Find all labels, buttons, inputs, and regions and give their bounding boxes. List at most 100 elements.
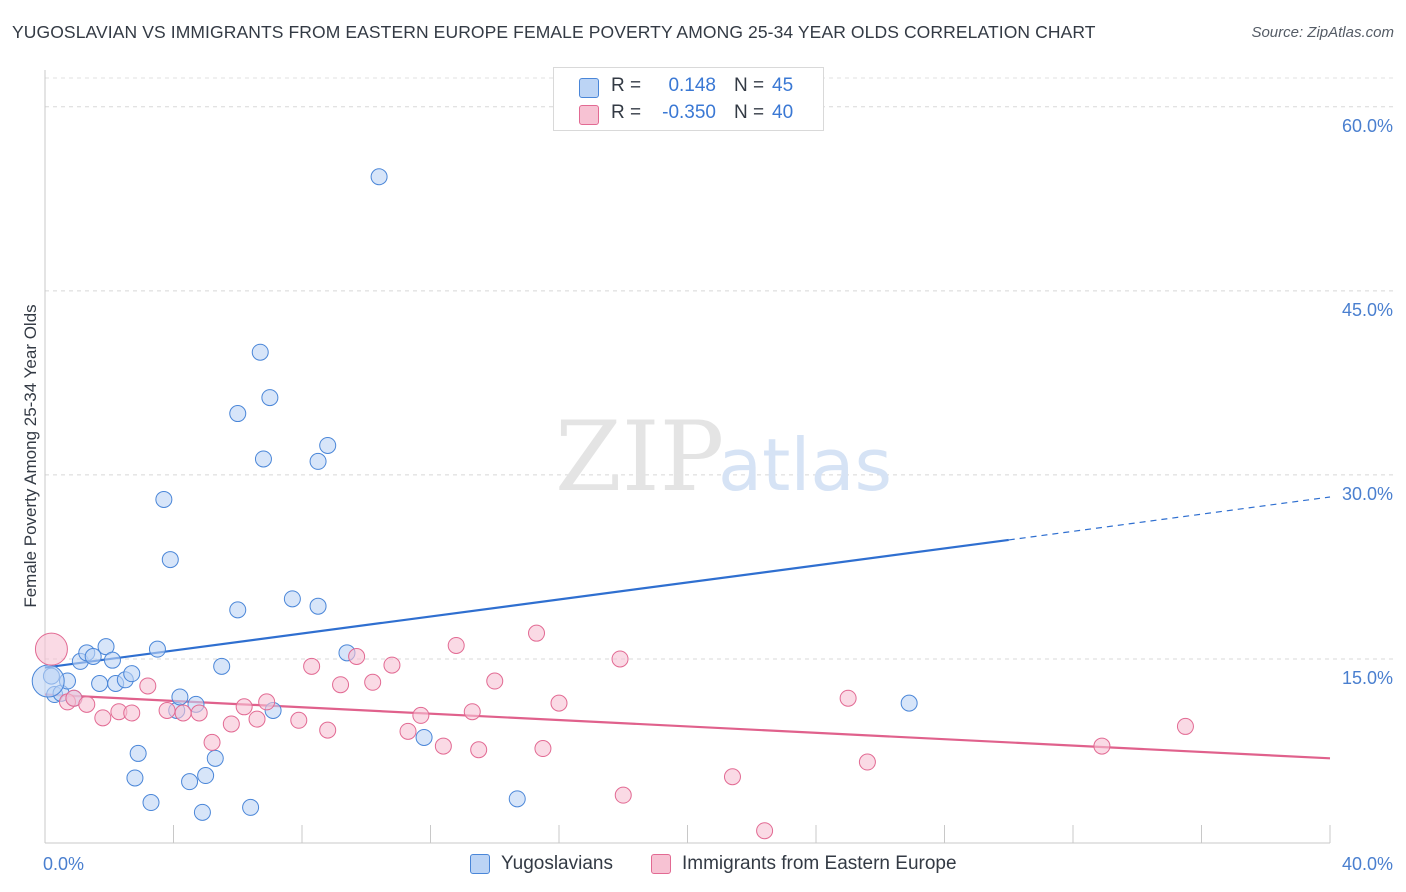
immigrant-point bbox=[78, 695, 96, 713]
immigrant-point bbox=[319, 721, 337, 739]
yugoslavian-point bbox=[370, 168, 388, 186]
yugoslavian-point bbox=[283, 590, 301, 608]
yugoslavian-point bbox=[206, 749, 224, 767]
immigrant-point bbox=[399, 722, 417, 740]
immigrant-point bbox=[222, 715, 240, 733]
immigrant-point bbox=[139, 677, 157, 695]
immigrant-point bbox=[1176, 717, 1194, 735]
legend-n-label: N = bbox=[734, 75, 765, 96]
immigrant-point bbox=[34, 632, 68, 666]
yugoslavian-point bbox=[229, 405, 247, 423]
yugoslavian-point bbox=[309, 452, 327, 470]
immigrant-point bbox=[534, 740, 552, 758]
immigrant-point bbox=[235, 698, 253, 716]
immigrant-point bbox=[174, 704, 192, 722]
immigrant-point bbox=[447, 636, 465, 654]
immigrant-point bbox=[723, 768, 741, 786]
immigrant-point bbox=[190, 704, 208, 722]
immigrant-point bbox=[756, 822, 774, 840]
immigrant-point bbox=[858, 753, 876, 771]
legend-r-label: R = bbox=[611, 75, 642, 96]
yugoslavian-point bbox=[900, 694, 918, 712]
yugoslavian-point bbox=[319, 436, 337, 454]
y-tick-label: 60.0% bbox=[1342, 116, 1393, 136]
yugoslavian-point bbox=[123, 665, 141, 683]
immigrant-point bbox=[348, 647, 366, 665]
y-tick-label: 30.0% bbox=[1342, 484, 1393, 504]
immigrant-point bbox=[486, 672, 504, 690]
yugoslavian-point bbox=[91, 674, 109, 692]
immigrant-point bbox=[470, 741, 488, 759]
immigrant-point bbox=[332, 676, 350, 694]
trendline-yugoslavians bbox=[44, 538, 1009, 669]
yugoslavian-point bbox=[181, 773, 199, 791]
immigrant-point bbox=[290, 711, 308, 729]
y-axis-label: Female Poverty Among 25-34 Year Olds bbox=[21, 304, 40, 607]
immigrant-point bbox=[123, 704, 141, 722]
yugoslavian-point bbox=[415, 728, 433, 746]
immigrant-point bbox=[248, 710, 266, 728]
yugoslavian-point bbox=[161, 551, 179, 569]
watermark-zip: ZIP bbox=[555, 401, 724, 513]
immigrant-point bbox=[611, 650, 629, 668]
immigrant-point bbox=[364, 673, 382, 691]
yugoslavian-point bbox=[213, 657, 231, 675]
immigrant-point bbox=[203, 733, 221, 751]
data-points bbox=[31, 168, 1194, 840]
immigrant-point bbox=[412, 706, 430, 724]
legend-n-label: N = bbox=[734, 102, 765, 123]
x-tick-label: 0.0% bbox=[43, 854, 84, 874]
legend-label: Yugoslavians bbox=[501, 853, 613, 874]
immigrant-point bbox=[1093, 737, 1111, 755]
yugoslavian-point bbox=[126, 769, 144, 787]
yugoslavian-point bbox=[254, 450, 272, 468]
legend-swatch-pink bbox=[579, 105, 599, 125]
legend-r-value: -0.350 bbox=[662, 102, 716, 123]
chart-source: Source: ZipAtlas.com bbox=[1251, 24, 1394, 41]
immigrant-point bbox=[839, 689, 857, 707]
yugoslavian-point bbox=[508, 790, 526, 808]
yugoslavian-point bbox=[242, 798, 260, 816]
legend-r-value: 0.148 bbox=[668, 75, 716, 96]
immigrant-point bbox=[94, 709, 112, 727]
legend-swatch-pink bbox=[651, 854, 671, 874]
legend-n-value: 40 bbox=[772, 102, 794, 123]
legend-swatch-blue bbox=[579, 78, 599, 98]
tick-labels: 15.0% 30.0% 45.0% 60.0% 0.0% 40.0% bbox=[43, 116, 1393, 874]
y-tick-label: 15.0% bbox=[1342, 668, 1393, 688]
immigrant-point bbox=[258, 693, 276, 711]
yugoslavian-point bbox=[155, 490, 173, 508]
immigrant-point bbox=[158, 701, 176, 719]
yugoslavian-point bbox=[129, 744, 147, 762]
yugoslavian-point bbox=[171, 688, 189, 706]
yugoslavian-point bbox=[142, 794, 160, 812]
yugoslavian-point bbox=[103, 651, 121, 669]
yugoslavian-point bbox=[31, 664, 65, 698]
yugoslavian-point bbox=[251, 343, 269, 361]
yugoslavian-point bbox=[261, 389, 279, 407]
immigrant-point bbox=[463, 703, 481, 721]
y-tick-label: 45.0% bbox=[1342, 300, 1393, 320]
yugoslavian-point bbox=[148, 640, 166, 658]
yugoslavian-point bbox=[84, 647, 102, 665]
stats-legend: R = 0.148 N = 45 R = -0.350 N = 40 bbox=[553, 67, 824, 131]
watermark-atlas: atlas bbox=[718, 423, 892, 507]
immigrant-point bbox=[434, 737, 452, 755]
x-tick-label: 40.0% bbox=[1342, 854, 1393, 874]
chart-title: YUGOSLAVIAN VS IMMIGRANTS FROM EASTERN E… bbox=[12, 22, 1096, 42]
axes bbox=[44, 70, 1331, 844]
grid-lines bbox=[45, 77, 1395, 660]
legend-label: Immigrants from Eastern Europe bbox=[682, 853, 957, 874]
yugoslavian-point bbox=[229, 601, 247, 619]
immigrant-point bbox=[614, 786, 632, 804]
yugoslavian-point bbox=[193, 803, 211, 821]
legend-r-label: R = bbox=[611, 102, 642, 123]
immigrant-point bbox=[528, 624, 546, 642]
yugoslavian-point bbox=[309, 597, 327, 615]
immigrant-point bbox=[303, 657, 321, 675]
trendline-yugoslavians-projection bbox=[1008, 496, 1331, 541]
immigrant-point bbox=[383, 656, 401, 674]
legend-swatch-blue bbox=[470, 854, 490, 874]
yugoslavian-point bbox=[197, 767, 215, 785]
